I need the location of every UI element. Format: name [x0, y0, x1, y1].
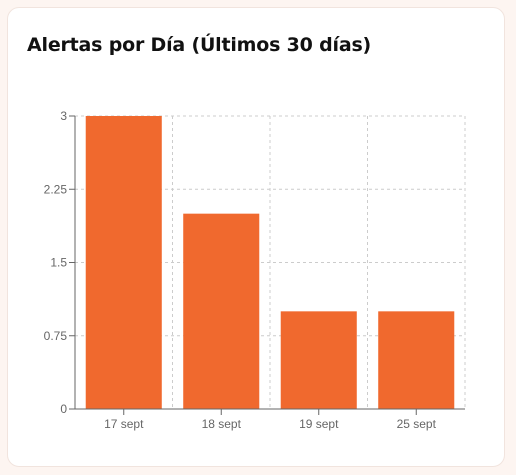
chart-title: Alertas por Día (Últimos 30 días) [27, 34, 372, 56]
y-tick-label: 0 [60, 402, 67, 416]
y-tick-label: 0.75 [44, 329, 68, 343]
bar-2[interactable] [280, 311, 357, 409]
bar-3[interactable] [378, 311, 455, 409]
y-tick-label: 2.25 [44, 182, 68, 196]
chart-ticks: 0 0.75 1.5 2.25 3 17 sept 18 sept 19 sept 25 sep… [44, 109, 437, 431]
bar-1[interactable] [183, 213, 260, 409]
chart-bars [85, 116, 455, 409]
y-tick-label: 3 [60, 109, 67, 123]
bar-0[interactable] [85, 116, 162, 409]
x-tick-label: 19 sept [299, 417, 339, 431]
x-tick-label: 18 sept [202, 417, 242, 431]
x-tick-label: 25 sept [397, 417, 437, 431]
x-tick-label: 17 sept [104, 417, 144, 431]
y-tick-label: 1.5 [50, 256, 67, 270]
